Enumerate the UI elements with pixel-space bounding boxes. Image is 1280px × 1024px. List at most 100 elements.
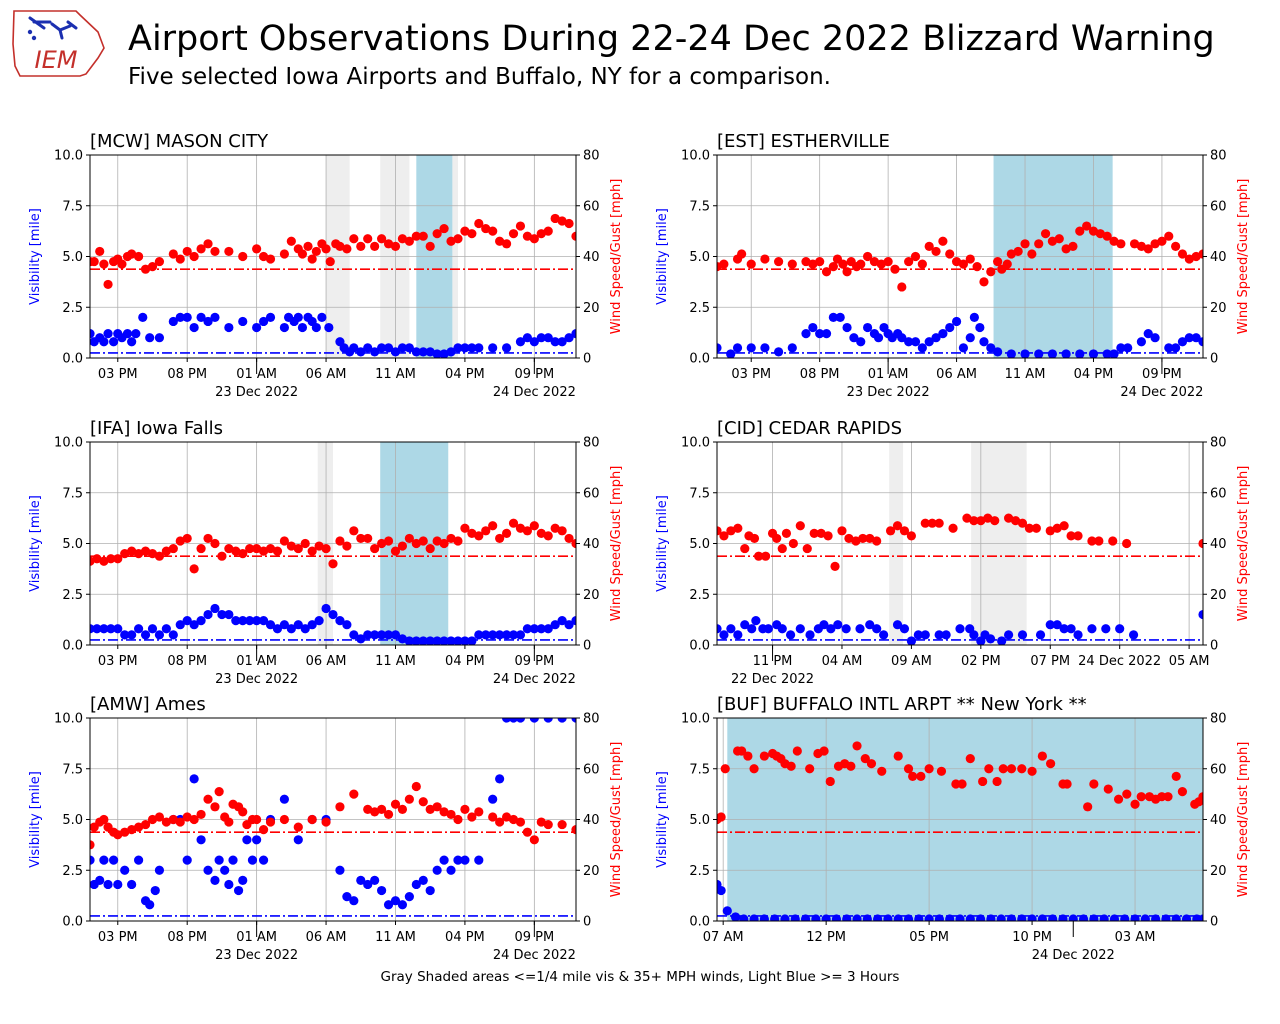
wind-point [823,531,833,541]
visibility-point [134,624,144,634]
y-tick-label-right: 0 [583,915,591,930]
visibility-point [418,347,428,357]
wind-point [265,817,276,827]
visibility-point [717,343,722,353]
visibility-point [641,590,650,599]
visibility-point [543,333,553,343]
wind-point [815,256,825,267]
wind-point [883,256,893,267]
visibility-point [730,912,741,921]
visibility-point [127,879,137,890]
visibility-point [279,322,289,333]
visibility-point [522,624,533,634]
wind-point [536,229,546,239]
visibility-point [1099,914,1109,921]
wind-point [120,827,130,837]
visibility-point [883,914,893,921]
visibility-point [224,609,234,620]
wind-point [543,226,553,236]
visibility-point [865,620,875,630]
visibility-point [986,343,996,353]
visibility-point [975,322,985,333]
visibility-point [515,718,526,723]
y-axis-label-left: Visibility [mile] [655,208,670,305]
y-tick-label-left: 0.0 [62,639,83,654]
wind-point [842,267,852,277]
wind-point [872,536,882,546]
wind-point [927,518,937,528]
wind-point [370,543,380,554]
wind-point [495,236,505,246]
wind-point [258,546,269,556]
wind-point [599,817,608,826]
wind-point [788,538,798,549]
visibility-point [238,316,248,327]
wind-point [1004,513,1014,523]
wind-point [529,835,539,845]
x-tick-label: 04 PM [1074,367,1114,382]
wind-point [819,746,829,756]
chart-panel-2: 0.0 2.5 5.0 7.5 10.0 0 20 40 60 80 03 PM 08 PM 01 AM… [655,131,1251,400]
visibility-point [571,329,576,339]
visibility-point [1048,914,1058,921]
wind-point [113,830,123,840]
x-tick-label: 11 AM [375,367,416,382]
y-tick-label-right: 60 [583,486,600,501]
wind-point [1136,792,1146,802]
wind-point [224,246,234,257]
x-tick-label: 08 PM [800,367,840,382]
wind-point [147,262,158,272]
visibility-point [488,343,498,353]
x-tick-label: 03 AM [1115,930,1156,945]
visibility-point [383,630,394,640]
wind-point [976,516,986,526]
wind-point [90,840,95,850]
wind-point [140,264,151,274]
visibility-point [1205,337,1214,346]
visibility-point [474,630,484,640]
wind-point [571,825,576,835]
wind-point [307,814,317,825]
visibility-point [272,624,283,634]
y-tick-label-left: 0.0 [62,352,83,367]
visibility-point [242,835,252,845]
y-tick-label-right: 0 [1210,352,1218,367]
visibility-point [1078,914,1089,921]
visibility-point [134,855,144,865]
visibility-point [453,636,463,645]
visibility-point [103,329,113,339]
visibility-point [550,337,560,347]
wind-point [828,262,838,272]
x-tick-label: 08 PM [167,930,207,945]
y-tick-label-left: 2.5 [62,864,83,879]
y-tick-label-right: 60 [1210,199,1227,214]
wind-point [168,249,178,259]
y-tick-label-right: 20 [1210,588,1227,603]
y-tick-label-right: 80 [583,436,600,451]
visibility-point [356,347,366,357]
visibility-point [1004,630,1014,640]
chart-panel-1: 0.0 2.5 5.0 7.5 10.0 0 20 40 60 80 03 PM 08 PM 01 AM… [28,131,624,400]
wind-point [1017,518,1028,528]
wind-point [1027,249,1037,259]
visibility-point [924,337,934,347]
visibility-point [543,624,553,634]
wind-point [321,817,331,827]
visibility-point [828,312,838,322]
y-tick-label-left: 10.0 [54,712,83,727]
x-tick-label: 09 PM [514,930,554,945]
visibility-point [224,322,234,333]
visibility-point [168,630,178,640]
visibility-point [1059,624,1069,634]
wind-point [1094,536,1104,546]
visibility-point [99,855,109,865]
x-tick-label: 03 PM [98,930,138,945]
data-points [90,718,608,910]
wind-point [397,234,408,244]
visibility-point [522,333,533,343]
visibility-point [1123,343,1133,353]
visibility-point [1198,914,1203,921]
wind-point [1037,751,1047,761]
visibility-point [599,329,608,338]
wind-point [529,521,539,531]
